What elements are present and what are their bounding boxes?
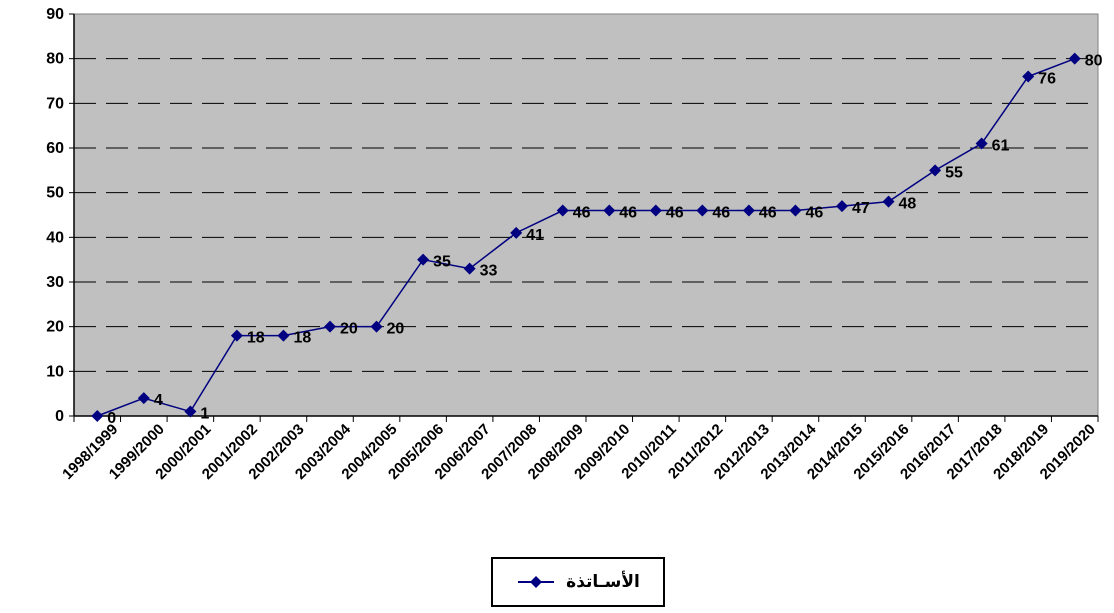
y-tick-label: 90: [46, 6, 64, 23]
data-label: 35: [433, 254, 451, 271]
y-tick-label: 80: [46, 51, 64, 68]
data-point: [417, 253, 430, 266]
data-label: 46: [619, 205, 637, 222]
legend: الأسـاتذة: [491, 557, 665, 607]
data-point: [742, 204, 755, 217]
data-point: [184, 405, 197, 418]
data-label: 46: [666, 205, 684, 222]
data-label: 20: [387, 321, 405, 338]
y-tick-label: 70: [46, 95, 64, 112]
data-label: 47: [852, 200, 870, 217]
x-axis-ticks: 1998/19991999/20002000/20012001/20022002…: [59, 416, 1099, 483]
data-point: [882, 195, 895, 208]
series-group: [91, 52, 1081, 422]
data-label: 46: [759, 205, 777, 222]
data-point: [929, 164, 942, 177]
data-point: [789, 204, 802, 217]
legend-series-name: الأسـاتذة: [566, 572, 640, 592]
series-line: [97, 57, 1075, 417]
data-point: [510, 226, 523, 239]
data-point: [91, 410, 104, 422]
y-tick-label: 60: [46, 140, 64, 157]
data-label: 61: [992, 138, 1010, 155]
data-label: 33: [480, 263, 498, 280]
plot-area: [73, 13, 1099, 417]
gridlines: [74, 58, 1098, 372]
data-label: 18: [293, 330, 311, 347]
data-label: 48: [899, 196, 917, 213]
y-tick-label: 50: [46, 185, 64, 202]
data-label: 4: [154, 392, 163, 409]
legend-line-marker-icon: [518, 576, 555, 588]
data-point: [463, 262, 476, 275]
data-point: [230, 329, 243, 342]
data-point: [696, 204, 709, 217]
data-label: 80: [1085, 53, 1103, 70]
y-tick-label: 10: [46, 363, 64, 380]
data-point: [137, 392, 150, 405]
y-tick-label: 30: [46, 274, 64, 291]
data-point: [556, 204, 569, 217]
data-point: [370, 320, 383, 333]
data-label: 46: [805, 205, 823, 222]
data-label: 20: [340, 321, 358, 338]
data-label: 41: [526, 227, 544, 244]
data-point: [277, 329, 290, 342]
data-point: [324, 320, 336, 333]
data-point: [836, 200, 848, 213]
data-label: 55: [945, 164, 963, 181]
y-tick-label: 20: [46, 319, 64, 336]
data-label: 46: [573, 205, 591, 222]
data-label: 76: [1038, 71, 1056, 88]
data-point: [1022, 70, 1035, 83]
y-tick-label: 40: [46, 229, 64, 246]
data-point: [975, 137, 988, 150]
data-point: [1068, 52, 1081, 65]
y-tick-label: 0: [55, 408, 64, 425]
data-point: [603, 204, 616, 217]
data-label: 1: [200, 406, 209, 423]
data-label: 46: [712, 205, 730, 222]
data-label: 0: [107, 410, 116, 427]
data-label: 18: [247, 330, 265, 347]
data-point: [649, 204, 662, 217]
